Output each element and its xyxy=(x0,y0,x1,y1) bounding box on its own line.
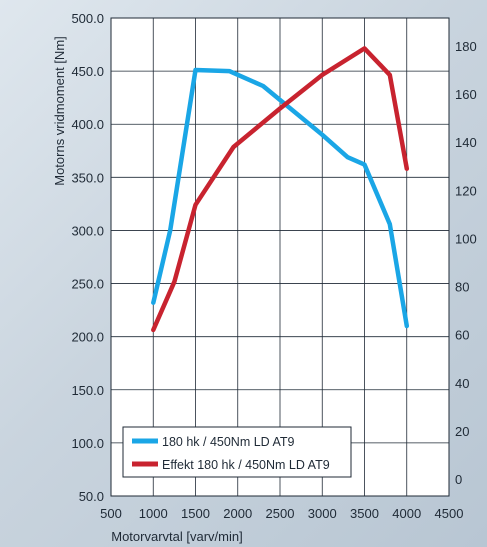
y-tick-label: 350.0 xyxy=(71,170,104,185)
y-tick-label: 150.0 xyxy=(71,383,104,398)
y2-tick-label: 160 xyxy=(455,87,477,102)
x-tick-label: 1500 xyxy=(181,506,210,521)
y2-tick-label: 0 xyxy=(455,472,462,487)
y-tick-label: 500.0 xyxy=(71,11,104,26)
y-axis-ticks: 50.0 100.0 150.0 200.0 250.0 300.0 350.0 400.0 4… xyxy=(71,11,104,504)
x-tick-label: 3500 xyxy=(350,506,379,521)
y2-tick-label: 120 xyxy=(455,183,477,198)
x-axis-label: Motorvarvtal [varv/min] xyxy=(111,529,242,544)
y2-tick-label: 180 xyxy=(455,39,477,54)
x-tick-label: 500 xyxy=(100,506,122,521)
y-tick-label: 450.0 xyxy=(71,64,104,79)
y2-axis-ticks: 0 20 40 60 80 100 120 140 160 180 xyxy=(455,39,477,487)
x-tick-label: 3000 xyxy=(308,506,337,521)
x-tick-label: 2500 xyxy=(266,506,295,521)
y-tick-label: 400.0 xyxy=(71,117,104,132)
y2-tick-label: 40 xyxy=(455,376,469,391)
y-tick-label: 200.0 xyxy=(71,330,104,345)
x-tick-label: 4500 xyxy=(435,506,464,521)
x-tick-label: 1000 xyxy=(139,506,168,521)
legend-label-torque: 180 hk / 450Nm LD AT9 xyxy=(162,435,295,449)
y2-tick-label: 140 xyxy=(455,135,477,150)
x-axis-ticks: 500 1000 1500 2000 2500 3000 3500 4000 4500 xyxy=(100,506,463,521)
y2-tick-label: 80 xyxy=(455,280,469,295)
y2-tick-label: 60 xyxy=(455,328,469,343)
legend: 180 hk / 450Nm LD AT9 Effekt 180 hk / 45… xyxy=(123,427,351,477)
x-tick-label: 4000 xyxy=(392,506,421,521)
y2-tick-label: 20 xyxy=(455,424,469,439)
y-tick-label: 50.0 xyxy=(79,489,104,504)
y-tick-label: 250.0 xyxy=(71,277,104,292)
y2-tick-label: 100 xyxy=(455,231,477,246)
x-tick-label: 2000 xyxy=(223,506,252,521)
y-tick-label: 300.0 xyxy=(71,223,104,238)
y-tick-label: 100.0 xyxy=(71,436,104,451)
legend-label-power: Effekt 180 hk / 450Nm LD AT9 xyxy=(162,458,330,472)
y-axis-label: Motorns vridmoment [Nm] xyxy=(52,36,67,186)
